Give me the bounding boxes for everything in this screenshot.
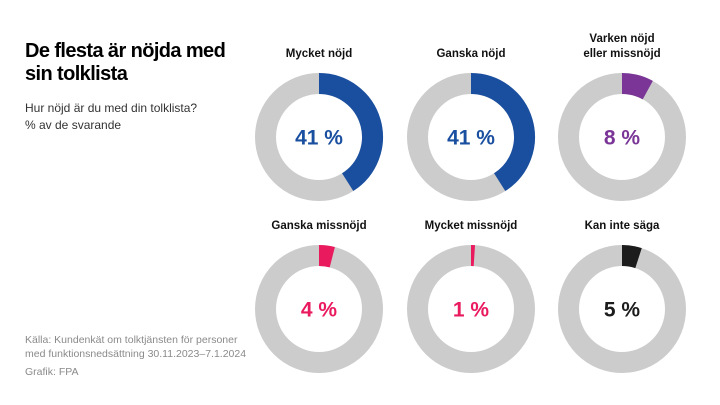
chart-subtitle: Hur nöjd är du med din tolklista? % av d…	[25, 100, 197, 134]
donut-3: 8 % Varken nöjd eller missnöjd	[558, 33, 686, 201]
donut-segment	[470, 73, 535, 192]
donut-value-label: 41 %	[447, 127, 495, 150]
subtitle-unit: % av de svarande	[25, 118, 122, 132]
category-label: eller missnöjd	[583, 48, 660, 60]
donut-value-label: 5 %	[604, 299, 641, 322]
donut-value-label: 41 %	[295, 127, 343, 150]
donut-value-label: 8 %	[604, 127, 641, 150]
donut-segment	[621, 245, 642, 269]
donut-segment	[318, 73, 383, 192]
donut-value-label: 4 %	[301, 299, 338, 322]
chart-title: De flesta är nöjda med sin tolklista	[25, 40, 226, 85]
category-label: Ganska nöjd	[436, 48, 505, 60]
category-label: Varken nöjd	[589, 33, 654, 45]
category-label: Mycket missnöjd	[425, 220, 518, 232]
donut-2: 41 % Ganska nöjd	[407, 48, 535, 201]
category-label: Mycket nöjd	[286, 48, 352, 60]
donut-1: 41 % Mycket nöjd	[255, 48, 383, 201]
source-line-1: Källa: Kundenkät om tolktjänsten för per…	[25, 334, 238, 346]
graphic-credit: Grafik: FPA	[25, 366, 79, 378]
category-label: Kan inte säga	[585, 220, 660, 232]
donut-6: 5 % Kan inte säga	[558, 220, 686, 373]
source-note: Källa: Kundenkät om tolktjänsten för per…	[25, 333, 246, 361]
donut-value-label: 1 %	[453, 299, 490, 322]
donut-4: 4 % Ganska missnöjd	[255, 220, 383, 373]
donut-segment	[621, 73, 653, 100]
donut-segment	[318, 245, 335, 268]
category-label: Ganska missnöjd	[271, 220, 366, 232]
source-line-2: med funktionsnedsättning 30.11.2023–7.1.…	[25, 348, 247, 360]
subtitle-question: Hur nöjd är du med din tolklista?	[25, 101, 198, 115]
donut-5: 1 % Mycket missnöjd	[407, 220, 535, 373]
